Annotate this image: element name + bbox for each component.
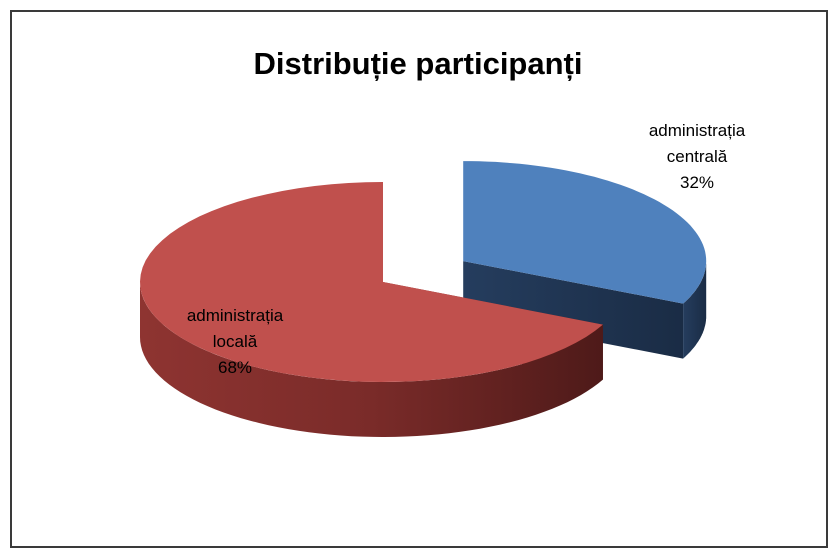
chart-title: Distribuție participanți [254,46,583,81]
label-value: 68% [217,358,253,377]
label-category: administrația locală [186,306,284,351]
slice-side [683,261,707,359]
label-category: administrația centrală [648,121,746,166]
wall-layer [140,261,707,437]
data-label: administrația locală 68% [170,303,300,381]
slice [463,161,707,304]
slice-side [140,282,603,437]
chart-frame [10,10,828,548]
data-label: administrația centrală 32% [632,118,762,196]
label-value: 32% [679,173,715,192]
slice [140,182,603,382]
slice-side [463,261,684,359]
top-layer [140,161,707,382]
